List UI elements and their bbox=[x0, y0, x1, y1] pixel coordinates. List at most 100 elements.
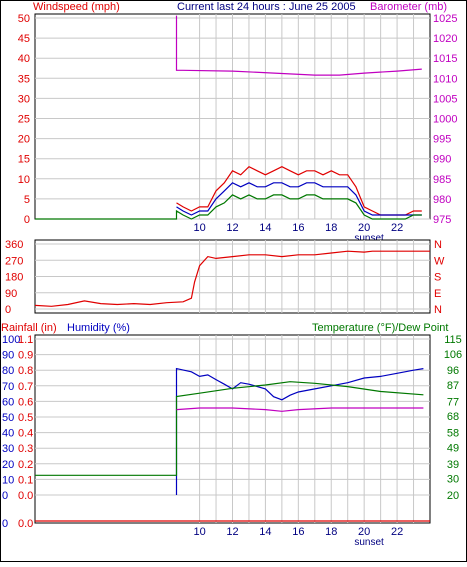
humidity-tick-label: 10 bbox=[2, 474, 14, 486]
rain-humidity-temp-panel: 10 12 14 16 18 20 22 sunset 0 0.0 10 0.1 20 0.2 30 0.3 4… bbox=[2, 334, 462, 548]
humidity-tick-label: 80 bbox=[2, 365, 14, 377]
direction-tick-label: 0 bbox=[5, 304, 11, 316]
wind-tick-label: 15 bbox=[18, 154, 30, 166]
temperature-tick-label: 87 bbox=[447, 380, 459, 392]
compass-tick-label: N bbox=[434, 239, 442, 251]
temperature-tick-label: 77 bbox=[447, 396, 459, 408]
baro-tick-label: 1025 bbox=[433, 13, 457, 25]
baro-tick-label: 1010 bbox=[433, 73, 457, 85]
baro-tick-label: 990 bbox=[433, 154, 451, 166]
temperature-tick-label: 49 bbox=[447, 442, 459, 454]
temperature-tick-label: 20 bbox=[447, 490, 459, 502]
x-tick-label: 14 bbox=[259, 526, 271, 538]
x-tick-label: 22 bbox=[391, 222, 403, 234]
x-tick-label: 12 bbox=[226, 222, 238, 234]
wind-baro-panel: 10 12 14 16 18 20 22sunset05101520253035404550… bbox=[18, 13, 458, 244]
x-tick-label: 16 bbox=[292, 222, 304, 234]
rainfall-tick-label: 0.1 bbox=[18, 474, 33, 486]
rainfall-tick-label: 0.0 bbox=[18, 490, 33, 502]
wind-tick-label: 20 bbox=[18, 134, 30, 146]
wind-tick-label: 30 bbox=[18, 93, 30, 105]
baro-tick-label: 975 bbox=[433, 214, 451, 226]
baro-tick-label: 980 bbox=[433, 194, 451, 206]
compass-tick-label: S bbox=[434, 272, 441, 284]
rainfall-tick-label: 0.3 bbox=[18, 443, 33, 455]
wind-tick-label: 25 bbox=[18, 114, 30, 126]
baro-axis-title: Barometer (mb) bbox=[370, 1, 447, 13]
rainfall-axis-title: Rainfall (in) bbox=[1, 322, 57, 334]
baro-tick-label: 1020 bbox=[433, 33, 457, 45]
rainfall-tick-label: 0.6 bbox=[18, 396, 33, 408]
rainfall-tick-label: 0.8 bbox=[18, 365, 33, 377]
direction-tick-label: 180 bbox=[5, 272, 23, 284]
wind-tick-label: 5 bbox=[24, 194, 30, 206]
x-tick-label: 10 bbox=[193, 222, 205, 234]
baro-tick-label: 1005 bbox=[433, 93, 457, 105]
rainfall-tick-label: 0.9 bbox=[18, 350, 33, 362]
humidity-tick-label: 0 bbox=[2, 490, 8, 502]
temperature-tick-label: 96 bbox=[447, 365, 459, 377]
x-tick-label: 20 bbox=[358, 526, 370, 538]
humidity-tick-label: 50 bbox=[2, 412, 14, 424]
direction-tick-label: 90 bbox=[5, 288, 17, 300]
sunset-label: sunset bbox=[354, 537, 384, 548]
series-line-green bbox=[35, 194, 422, 220]
baro-tick-label: 985 bbox=[433, 174, 451, 186]
series-line-magenta bbox=[176, 407, 424, 412]
series-line-blue bbox=[175, 367, 424, 495]
temperature-tick-label: 39 bbox=[447, 459, 459, 471]
direction-tick-label: 270 bbox=[5, 255, 23, 267]
temperature-tick-label: 58 bbox=[447, 428, 459, 440]
series-line-magenta bbox=[175, 15, 422, 76]
humidity-tick-label: 90 bbox=[2, 350, 14, 362]
baro-tick-label: 995 bbox=[433, 134, 451, 146]
rainfall-tick-label: 0.7 bbox=[18, 381, 33, 393]
humidity-tick-label: 20 bbox=[2, 459, 14, 471]
temperature-axis-title: Temperature (°F)/Dew Point bbox=[312, 322, 448, 334]
humidity-tick-label: 0 bbox=[2, 518, 8, 530]
wind-axis-title: Windspeed (mph) bbox=[33, 1, 120, 13]
wind-tick-label: 50 bbox=[18, 13, 30, 25]
wind-tick-label: 35 bbox=[18, 73, 30, 85]
x-tick-label: 20 bbox=[358, 222, 370, 234]
humidity-tick-label: 60 bbox=[2, 396, 14, 408]
x-tick-label: 14 bbox=[259, 222, 271, 234]
wind-tick-label: 10 bbox=[18, 174, 30, 186]
series-line-green bbox=[35, 381, 424, 476]
wind-tick-label: 45 bbox=[18, 33, 30, 45]
rainfall-tick-label: 0.0 bbox=[18, 518, 33, 530]
x-tick-label: 10 bbox=[193, 526, 205, 538]
sunset-label: sunset bbox=[354, 233, 384, 244]
chart-title: Current last 24 hours : June 25 2005 bbox=[177, 1, 356, 13]
x-tick-label: 22 bbox=[391, 526, 403, 538]
wind-direction-panel: 360 N 270 W 180 S 90 E 0 N bbox=[5, 239, 445, 316]
wind-tick-label: 0 bbox=[24, 214, 30, 226]
rainfall-tick-label: 0.4 bbox=[18, 428, 33, 440]
rainfall-tick-label: 1.1 bbox=[18, 334, 33, 346]
compass-tick-label: E bbox=[434, 288, 441, 300]
x-tick-label: 18 bbox=[325, 222, 337, 234]
direction-line bbox=[34, 250, 430, 307]
compass-tick-label: N bbox=[434, 304, 442, 316]
humidity-tick-label: 30 bbox=[2, 443, 14, 455]
series-line-blue bbox=[176, 182, 422, 216]
baro-tick-label: 1015 bbox=[433, 53, 457, 65]
compass-tick-label: W bbox=[434, 255, 445, 267]
wind-tick-label: 40 bbox=[18, 53, 30, 65]
humidity-tick-label: 70 bbox=[2, 381, 14, 393]
temperature-tick-label: 68 bbox=[447, 411, 459, 423]
humidity-axis-title: Humidity (%) bbox=[67, 322, 130, 334]
rainfall-tick-label: 0.2 bbox=[18, 459, 33, 471]
x-tick-label: 18 bbox=[325, 526, 337, 538]
x-tick-label: 16 bbox=[292, 526, 304, 538]
humidity-tick-label: 100 bbox=[2, 334, 20, 346]
temperature-tick-label: 30 bbox=[447, 474, 459, 486]
direction-tick-label: 360 bbox=[5, 239, 23, 251]
temperature-tick-label: 115 bbox=[444, 334, 462, 346]
rainfall-tick-label: 0.5 bbox=[18, 412, 33, 424]
baro-tick-label: 1000 bbox=[433, 114, 457, 126]
x-tick-label: 12 bbox=[226, 526, 238, 538]
temperature-tick-label: 106 bbox=[444, 349, 462, 361]
